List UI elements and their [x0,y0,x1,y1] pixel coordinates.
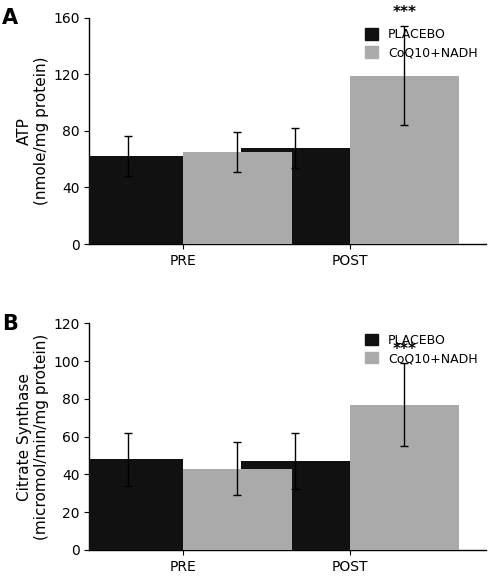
Bar [241,461,350,550]
Bar [350,75,459,244]
Bar [350,405,459,550]
Bar [183,469,292,550]
Bar [241,148,350,244]
Legend: PLACEBO, CoQ10+NADH: PLACEBO, CoQ10+NADH [366,334,478,365]
Bar [183,152,292,244]
Y-axis label: ATP
(nmole/mg protein): ATP (nmole/mg protein) [16,57,49,205]
Legend: PLACEBO, CoQ10+NADH: PLACEBO, CoQ10+NADH [366,28,478,59]
Text: ***: *** [392,5,416,20]
Y-axis label: Citrate Synthase
(micromol/min/mg protein): Citrate Synthase (micromol/min/mg protei… [17,333,49,540]
Text: ***: *** [392,342,416,357]
Bar [74,156,183,244]
Bar [74,459,183,550]
Text: B: B [2,314,18,334]
Text: A: A [2,9,18,29]
